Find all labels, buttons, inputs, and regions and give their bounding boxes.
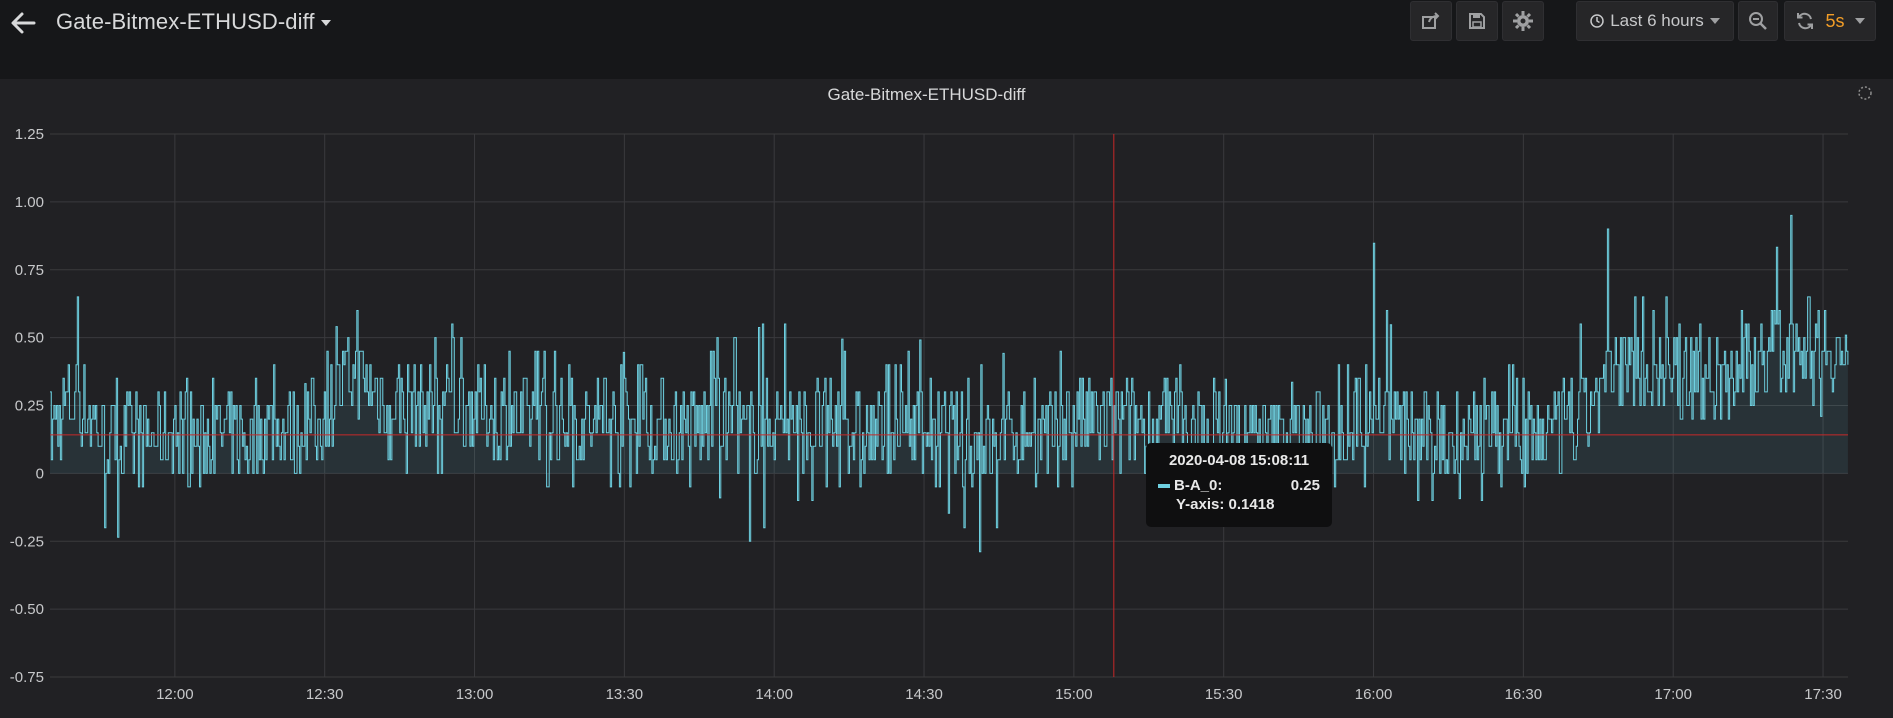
zoom-out-icon — [1749, 12, 1767, 30]
graph-tooltip: 2020-04-08 15:08:11 B-A_0: 0.25 Y-axis: … — [1146, 443, 1332, 527]
series-fill-area — [50, 215, 1848, 552]
x-tick-label: 15:00 — [1055, 686, 1093, 703]
refresh-interval: 5s — [1825, 10, 1845, 31]
dashboard-navbar: Gate-Bitmex-ETHUSD-diff — [0, 0, 1893, 78]
x-tick-label: 14:30 — [905, 686, 943, 703]
time-range-picker[interactable]: Last 6 hours — [1576, 1, 1734, 41]
caret-down-icon — [320, 20, 331, 27]
y-tick-label: 0 — [36, 465, 44, 482]
y-tick-label: 1.25 — [15, 126, 44, 143]
loading-spinner-icon — [1858, 86, 1872, 100]
x-tick-label: 17:00 — [1654, 686, 1692, 703]
y-tick-label: 1.00 — [15, 194, 44, 211]
dashboard-title: Gate-Bitmex-ETHUSD-diff — [56, 9, 315, 34]
tooltip-y-axis: Y-axis: 0.1418 — [1176, 496, 1275, 513]
caret-down-icon — [1709, 18, 1720, 24]
clock-icon — [1590, 14, 1604, 28]
y-tick-label: 0.50 — [15, 330, 44, 347]
x-tick-label: 16:00 — [1355, 686, 1393, 703]
share-icon — [1422, 12, 1440, 29]
back-button[interactable] — [8, 8, 42, 38]
panel-title[interactable]: Gate-Bitmex-ETHUSD-diff — [827, 85, 1026, 104]
time-range-label: Last 6 hours — [1610, 11, 1704, 30]
settings-button[interactable] — [1502, 1, 1544, 41]
x-tick-label: 12:30 — [306, 686, 344, 703]
refresh-picker[interactable]: 5s — [1784, 1, 1876, 41]
x-tick-label: 12:00 — [156, 686, 194, 703]
tooltip-time: 2020-04-08 15:08:11 — [1168, 452, 1310, 469]
x-tick-label: 13:00 — [456, 686, 494, 703]
y-tick-label: -0.50 — [10, 601, 44, 618]
zoom-out-button[interactable] — [1738, 1, 1778, 41]
caret-down-icon — [1854, 18, 1865, 24]
share-button[interactable] — [1410, 1, 1452, 41]
refresh-icon — [1797, 12, 1814, 30]
save-icon — [1469, 13, 1485, 29]
x-tick-label: 16:30 — [1505, 686, 1543, 703]
x-tick-label: 14:00 — [755, 686, 793, 703]
series-line-b-a-0 — [50, 214, 1849, 553]
back-arrow-icon — [11, 12, 36, 34]
graph-panel — [0, 79, 1893, 718]
dashboard-title-dropdown[interactable]: Gate-Bitmex-ETHUSD-diff — [56, 9, 331, 35]
y-tick-label: -0.25 — [10, 533, 44, 550]
y-tick-label: 0.75 — [15, 262, 44, 279]
y-tick-label: -0.75 — [10, 669, 44, 686]
save-button[interactable] — [1456, 1, 1498, 41]
x-tick-label: 15:30 — [1205, 686, 1243, 703]
tooltip-series-name: B-A_0: — [1174, 477, 1223, 494]
y-tick-label: 0.25 — [15, 398, 44, 415]
x-tick-label: 13:30 — [606, 686, 644, 703]
series-color-swatch — [1158, 483, 1170, 488]
gear-icon — [1513, 11, 1533, 31]
tooltip-series-value: 0.25 — [1290, 477, 1320, 494]
x-tick-label: 17:30 — [1804, 686, 1842, 703]
